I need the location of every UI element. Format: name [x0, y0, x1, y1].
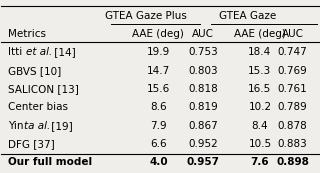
Text: 0.883: 0.883 — [277, 139, 307, 149]
Text: Metrics: Metrics — [8, 29, 46, 39]
Text: 18.4: 18.4 — [248, 47, 272, 57]
Text: 0.819: 0.819 — [188, 102, 218, 112]
Text: 0.878: 0.878 — [277, 121, 307, 131]
Text: 15.6: 15.6 — [147, 84, 170, 94]
Text: [14]: [14] — [51, 47, 75, 57]
Text: 0.789: 0.789 — [277, 102, 307, 112]
Text: 6.6: 6.6 — [150, 139, 167, 149]
Text: DFG [37]: DFG [37] — [8, 139, 54, 149]
Text: [19]: [19] — [48, 121, 73, 131]
Text: GTEA Gaze Plus: GTEA Gaze Plus — [105, 11, 187, 21]
Text: AUC: AUC — [282, 29, 303, 39]
Text: 0.803: 0.803 — [188, 66, 218, 76]
Text: AAE (deg): AAE (deg) — [132, 29, 184, 39]
Text: 7.9: 7.9 — [150, 121, 167, 131]
Text: Itti: Itti — [8, 47, 25, 57]
Text: Yin: Yin — [8, 121, 27, 131]
Text: 8.4: 8.4 — [252, 121, 268, 131]
Text: 16.5: 16.5 — [248, 84, 272, 94]
Text: 4.0: 4.0 — [149, 157, 168, 167]
Text: 0.747: 0.747 — [277, 47, 307, 57]
Text: 19.9: 19.9 — [147, 47, 170, 57]
Text: 0.957: 0.957 — [186, 157, 219, 167]
Text: 8.6: 8.6 — [150, 102, 167, 112]
Text: 10.5: 10.5 — [248, 139, 271, 149]
Text: SALICON [13]: SALICON [13] — [8, 84, 79, 94]
Text: 0.761: 0.761 — [277, 84, 307, 94]
Text: 0.753: 0.753 — [188, 47, 218, 57]
Text: 7.6: 7.6 — [251, 157, 269, 167]
Text: GTEA Gaze: GTEA Gaze — [219, 11, 276, 21]
Text: 0.952: 0.952 — [188, 139, 218, 149]
Text: ta al.: ta al. — [24, 121, 50, 131]
Text: Center bias: Center bias — [8, 102, 68, 112]
Text: 0.769: 0.769 — [277, 66, 307, 76]
Text: AAE (deg): AAE (deg) — [234, 29, 286, 39]
Text: 15.3: 15.3 — [248, 66, 272, 76]
Text: 14.7: 14.7 — [147, 66, 170, 76]
Text: 0.898: 0.898 — [276, 157, 309, 167]
Text: 10.2: 10.2 — [248, 102, 271, 112]
Text: et al.: et al. — [26, 47, 52, 57]
Text: Our full model: Our full model — [8, 157, 92, 167]
Text: GBVS [10]: GBVS [10] — [8, 66, 61, 76]
Text: AUC: AUC — [192, 29, 214, 39]
Text: 0.818: 0.818 — [188, 84, 218, 94]
Text: 0.867: 0.867 — [188, 121, 218, 131]
